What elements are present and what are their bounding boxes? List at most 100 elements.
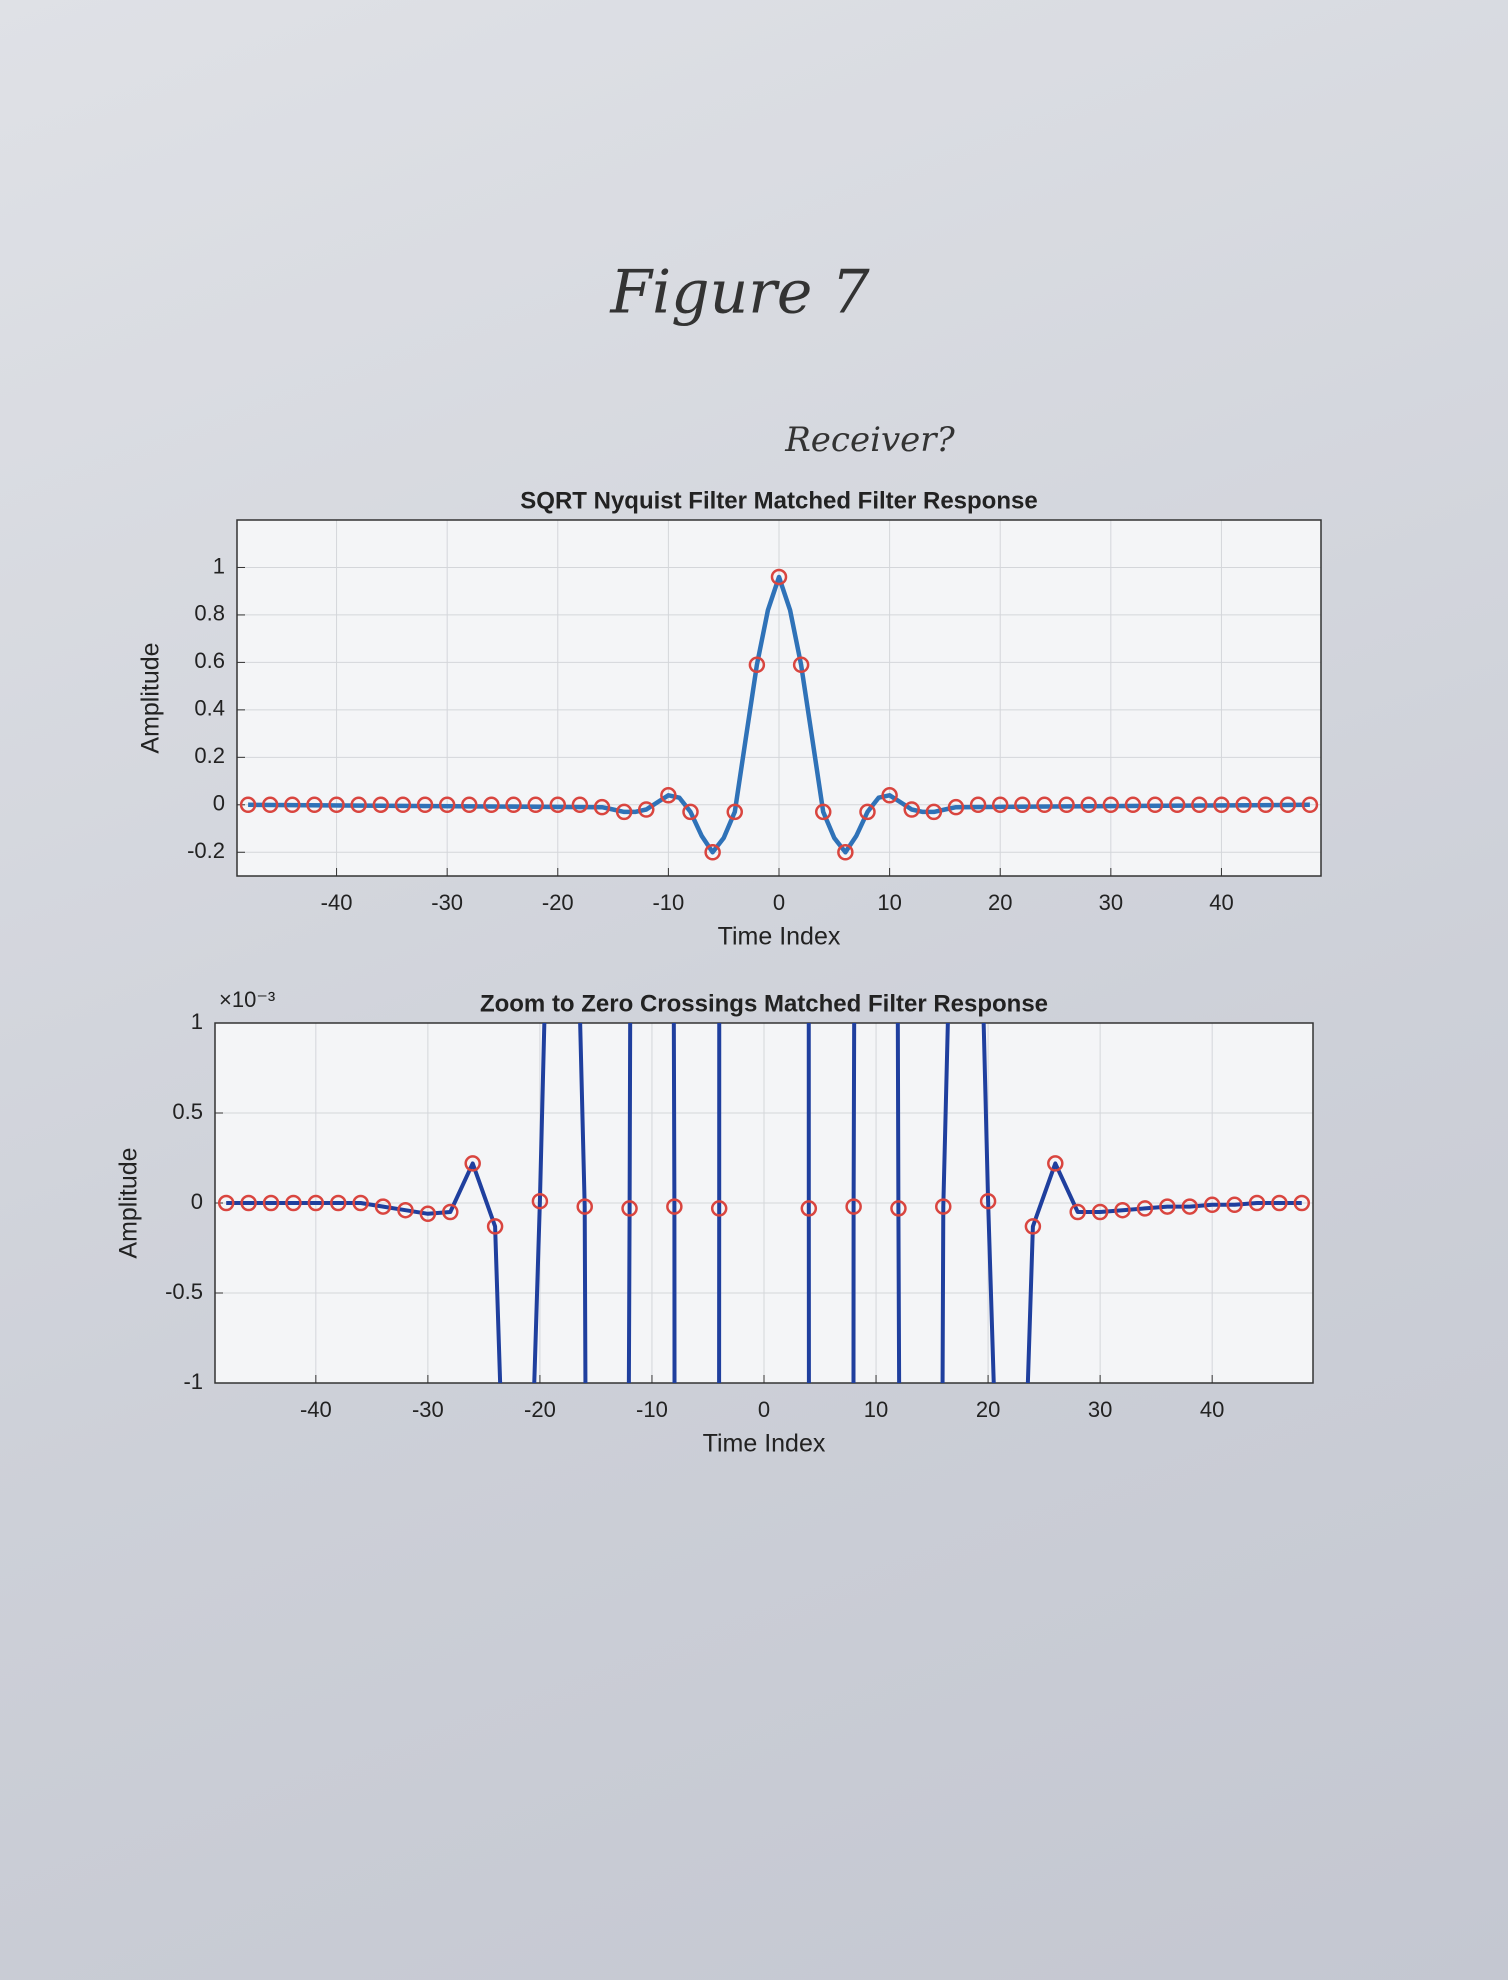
marker [1091,1203,1109,1221]
y-tick-label: 0.4 [194,696,225,721]
marker [682,803,699,821]
marker [638,801,655,818]
marker [1248,1194,1266,1212]
marker [1159,1198,1176,1215]
marker [464,1155,481,1172]
axes: -40 -30 -20 -10 0 10 20 30 40 -0.2 0 0.2 0.4 0.6 0.8 1 S… [137,487,1322,951]
marker [666,1198,683,1215]
x-tick-label: -30 [412,1397,444,1422]
plot [239,568,1319,861]
marker [483,796,500,814]
y-axis-label: Amplitude [115,1147,143,1258]
axes-frame [236,519,1322,877]
marker [1014,796,1031,814]
marker [748,656,766,674]
y-tick-label: 0.5 [172,1099,203,1124]
marker [531,1192,549,1210]
x-tick-label: 30 [1088,1397,1112,1422]
x-tick-label: 0 [773,890,785,915]
x-tick-label: 10 [864,1397,888,1422]
marker [859,803,876,821]
marker [1257,796,1274,814]
y-tick-label: -0.5 [165,1279,203,1304]
marker [726,803,744,821]
x-tick-label: 20 [988,890,1012,915]
marker [710,1200,728,1217]
y-tick-label: 1 [191,1009,203,1034]
x-tick-label: 40 [1209,890,1233,915]
marker [1226,1196,1243,1214]
marker [890,1200,907,1217]
marker [1136,1200,1154,1217]
marker [372,796,390,814]
marker [416,796,434,814]
x-axis-label: Time Index [718,923,841,951]
marker [947,798,965,816]
marker [959,296,973,310]
x-tick-label: 20 [976,1397,1000,1422]
y-tick-label: 0.2 [194,743,225,768]
x-tick-label: -40 [321,890,353,915]
marker [1191,796,1208,814]
y-tick-label: -0.2 [187,838,225,863]
x-tick-label: -20 [524,1397,556,1422]
marker [800,1200,818,1217]
marker [262,1194,280,1212]
marker [837,844,854,861]
marker [704,844,721,861]
marker [1293,1194,1311,1212]
marker [1203,1196,1221,1214]
marker [814,803,832,821]
marker [239,796,257,814]
chart-title: SQRT Nyquist Filter Matched Filter Respo… [520,487,1037,514]
x-tick-label: 10 [877,890,901,915]
x-tick-label: 40 [1200,1397,1224,1422]
x-tick-label: -40 [300,1397,332,1422]
marker [486,1218,504,1235]
series-line [226,1023,1302,1383]
marker [527,796,544,814]
note: Receiver? [784,420,955,460]
y-tick-label: 1 [213,553,225,578]
x-tick-label: -30 [431,890,463,915]
marker [328,796,345,814]
x-tick-label: 30 [1099,890,1123,915]
marker [461,796,478,814]
heading: Figure 7 [609,258,870,328]
marker [1213,796,1230,814]
x-tick-label: -10 [652,890,684,915]
marker [329,1194,347,1212]
marker [394,796,412,814]
y-tick-label: -1 [183,1369,203,1394]
x-axis-label: Time Index [703,1430,826,1458]
y-axis-label: Amplitude [137,642,165,753]
marker [770,568,788,586]
marker [438,796,456,814]
marker [925,803,943,821]
marker [1080,796,1097,814]
marker [1301,796,1319,814]
marker [845,1198,862,1215]
marker [350,796,367,814]
marker [261,796,279,814]
marker [374,1198,392,1215]
marker [397,1201,414,1219]
x-tick-label: 0 [758,1397,770,1422]
marker [660,787,677,804]
marker [571,796,589,814]
marker [969,796,987,814]
marker [1124,796,1142,814]
marker [593,798,611,816]
series-line [248,574,1310,855]
y-tick-label: 0.6 [194,648,225,673]
marker [419,1205,437,1223]
y-multiplier: ×10⁻³ [219,987,275,1012]
marker [1168,796,1186,814]
marker [555,296,569,310]
marker [1069,1203,1086,1221]
marker [285,1194,302,1212]
marker [505,796,522,814]
marker [903,801,920,818]
marker [935,1198,952,1215]
marker [284,796,301,814]
